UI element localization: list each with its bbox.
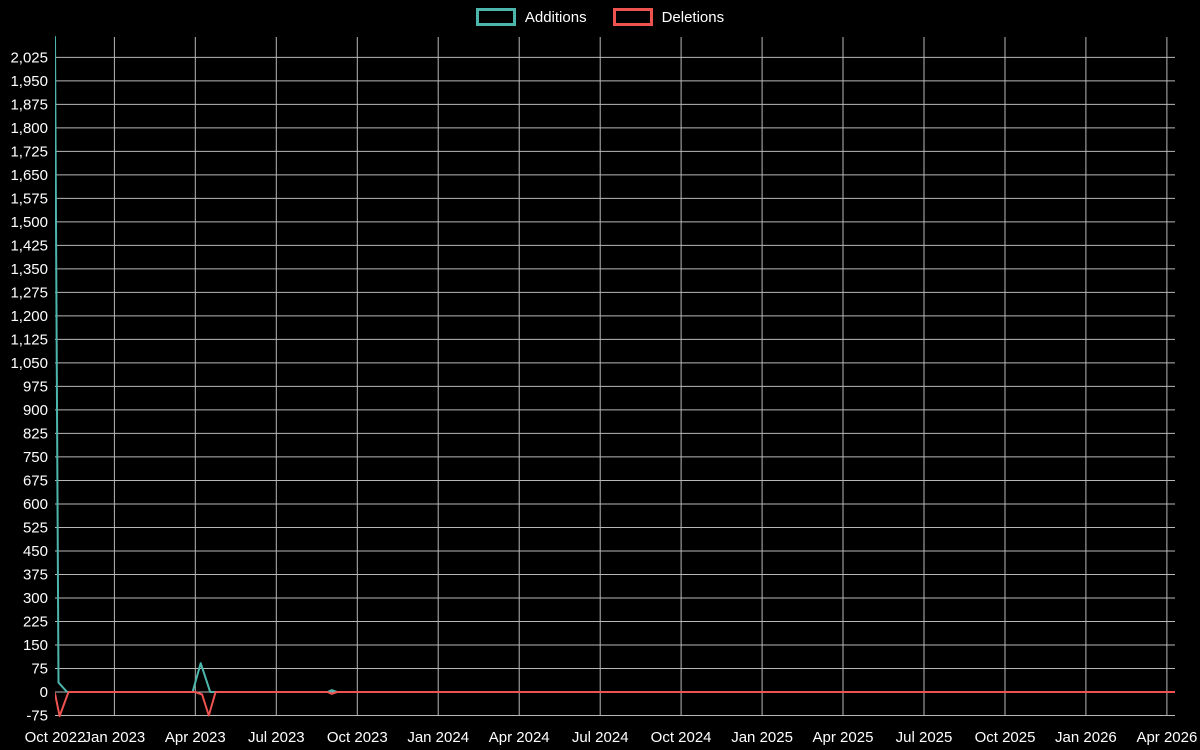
additions-legend-label: Additions [524, 8, 587, 26]
svg-text:675: 675 [23, 473, 48, 490]
svg-text:1,425: 1,425 [10, 237, 48, 254]
svg-text:1,275: 1,275 [10, 284, 48, 301]
grid-layer [55, 37, 1175, 716]
svg-text:2,025: 2,025 [10, 49, 48, 66]
svg-text:825: 825 [23, 425, 48, 442]
svg-text:1,200: 1,200 [10, 308, 48, 325]
svg-text:1,875: 1,875 [10, 96, 48, 113]
svg-text:75: 75 [31, 661, 48, 678]
deletions-legend-label: Deletions [661, 8, 725, 26]
svg-text:Jan 2023: Jan 2023 [84, 729, 146, 746]
svg-text:Apr 2024: Apr 2024 [489, 729, 550, 746]
additions-swatch [475, 8, 516, 26]
svg-text:Jul 2023: Jul 2023 [248, 729, 305, 746]
svg-text:375: 375 [23, 567, 48, 584]
svg-text:1,125: 1,125 [10, 331, 48, 348]
svg-text:975: 975 [23, 378, 48, 395]
svg-text:1,350: 1,350 [10, 261, 48, 278]
svg-text:Jan 2025: Jan 2025 [731, 729, 793, 746]
svg-text:-75: -75 [26, 708, 48, 725]
svg-text:1,950: 1,950 [10, 73, 48, 90]
svg-text:300: 300 [23, 590, 48, 607]
svg-text:600: 600 [23, 496, 48, 513]
series-layer [55, 36, 1175, 717]
svg-text:1,575: 1,575 [10, 190, 48, 207]
svg-text:1,725: 1,725 [10, 143, 48, 160]
deletions-swatch [612, 8, 653, 26]
svg-text:Jul 2025: Jul 2025 [896, 729, 953, 746]
svg-text:Oct 2022: Oct 2022 [25, 729, 86, 746]
svg-text:1,500: 1,500 [10, 214, 48, 231]
svg-text:Oct 2024: Oct 2024 [651, 729, 712, 746]
svg-text:750: 750 [23, 449, 48, 466]
svg-text:1,650: 1,650 [10, 167, 48, 184]
svg-text:0: 0 [40, 684, 48, 701]
svg-text:225: 225 [23, 614, 48, 631]
svg-text:Apr 2023: Apr 2023 [165, 729, 226, 746]
legend-item-deletions[interactable]: Deletions [612, 8, 725, 26]
svg-text:Jan 2024: Jan 2024 [407, 729, 469, 746]
chart-legend: Additions Deletions [0, 8, 1200, 26]
svg-text:450: 450 [23, 543, 48, 560]
svg-text:Oct 2023: Oct 2023 [327, 729, 388, 746]
svg-text:1,050: 1,050 [10, 355, 48, 372]
legend-item-additions[interactable]: Additions [475, 8, 587, 26]
svg-text:Jul 2024: Jul 2024 [572, 729, 629, 746]
svg-text:1,800: 1,800 [10, 120, 48, 137]
svg-text:525: 525 [23, 520, 48, 537]
svg-text:Oct 2025: Oct 2025 [975, 729, 1036, 746]
svg-text:900: 900 [23, 402, 48, 419]
svg-text:Apr 2026: Apr 2026 [1136, 729, 1197, 746]
svg-text:150: 150 [23, 637, 48, 654]
axis-labels-layer: 2,025 1,950 1,875 1,800 1,725 1,650 1,575 1,500… [10, 49, 1197, 746]
svg-text:Apr 2025: Apr 2025 [813, 729, 874, 746]
svg-text:Jan 2026: Jan 2026 [1055, 729, 1117, 746]
